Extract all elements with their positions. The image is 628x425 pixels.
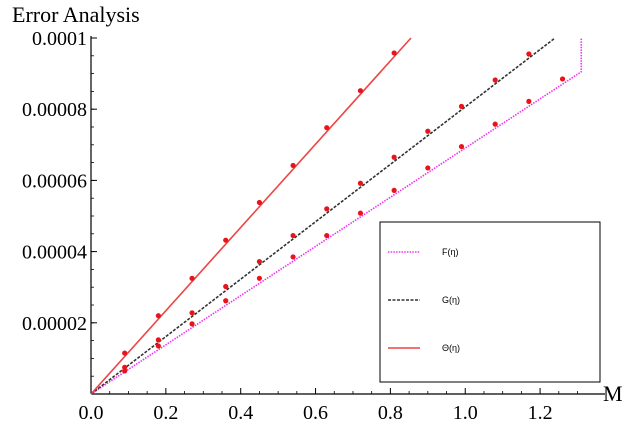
data-point	[223, 283, 229, 290]
data-point	[122, 368, 128, 374]
legend-label: G(η)	[442, 295, 460, 305]
data-point	[290, 162, 296, 169]
data-point	[256, 275, 263, 281]
axes	[90, 36, 605, 395]
x-tick-label: 0.0	[79, 402, 104, 424]
x-axis-title: M	[603, 381, 623, 406]
data-point	[155, 313, 161, 319]
data-point	[155, 337, 161, 343]
data-point	[189, 275, 195, 281]
data-point	[492, 121, 498, 127]
data-point	[357, 210, 364, 216]
data-point	[458, 103, 465, 109]
data-point	[425, 165, 431, 171]
legend: F(η) G(η) Θ(η)	[379, 221, 601, 383]
data-point	[223, 237, 229, 243]
data-point	[189, 310, 195, 316]
y-tick-label: 0.00002	[22, 313, 87, 335]
data-point	[458, 143, 465, 150]
data-point	[256, 258, 263, 265]
y-tick-label: 0.00006	[22, 170, 87, 192]
data-point	[492, 77, 498, 83]
series-line-2	[90, 37, 412, 395]
data-point	[357, 88, 364, 94]
data-point	[526, 98, 532, 104]
series-lines	[90, 37, 583, 395]
y-tick-label: 0.00004	[22, 242, 87, 264]
ticks: 0.0 0.2 0.4 0.6 0.8 1.0 1.2 0.00002 0.00004 0.000…	[22, 28, 578, 424]
data-point	[223, 298, 229, 304]
legend-box	[379, 221, 601, 383]
data-point	[391, 154, 397, 160]
data-point	[290, 232, 296, 239]
legend-label: F(η)	[442, 247, 459, 257]
series-points	[122, 50, 566, 374]
data-point	[391, 50, 397, 56]
data-point	[357, 180, 364, 186]
legend-label: Θ(η)	[442, 343, 460, 353]
data-point	[324, 232, 330, 239]
x-tick-label: 0.8	[378, 402, 403, 424]
data-point	[425, 128, 431, 134]
y-tick-label: 0.0001	[32, 28, 87, 50]
data-point	[155, 343, 161, 349]
x-tick-label: 0.4	[228, 402, 253, 424]
series-line-1	[90, 37, 556, 395]
x-tick-label: 0.2	[153, 402, 178, 424]
series-line-0	[90, 38, 583, 395]
data-point	[189, 321, 195, 327]
data-point	[559, 76, 566, 82]
data-point	[256, 199, 263, 206]
x-tick-label: 1.2	[528, 402, 553, 424]
x-tick-label: 1.0	[453, 402, 478, 424]
y-axis-title: Error Analysis	[12, 2, 140, 27]
x-tick-label: 0.6	[303, 402, 328, 424]
data-point	[122, 350, 128, 356]
y-tick-label: 0.00008	[22, 99, 87, 121]
data-point	[324, 206, 330, 212]
data-point	[290, 254, 296, 260]
data-point	[391, 187, 397, 193]
data-point	[526, 51, 532, 57]
data-point	[324, 125, 330, 131]
data-point	[122, 364, 128, 370]
